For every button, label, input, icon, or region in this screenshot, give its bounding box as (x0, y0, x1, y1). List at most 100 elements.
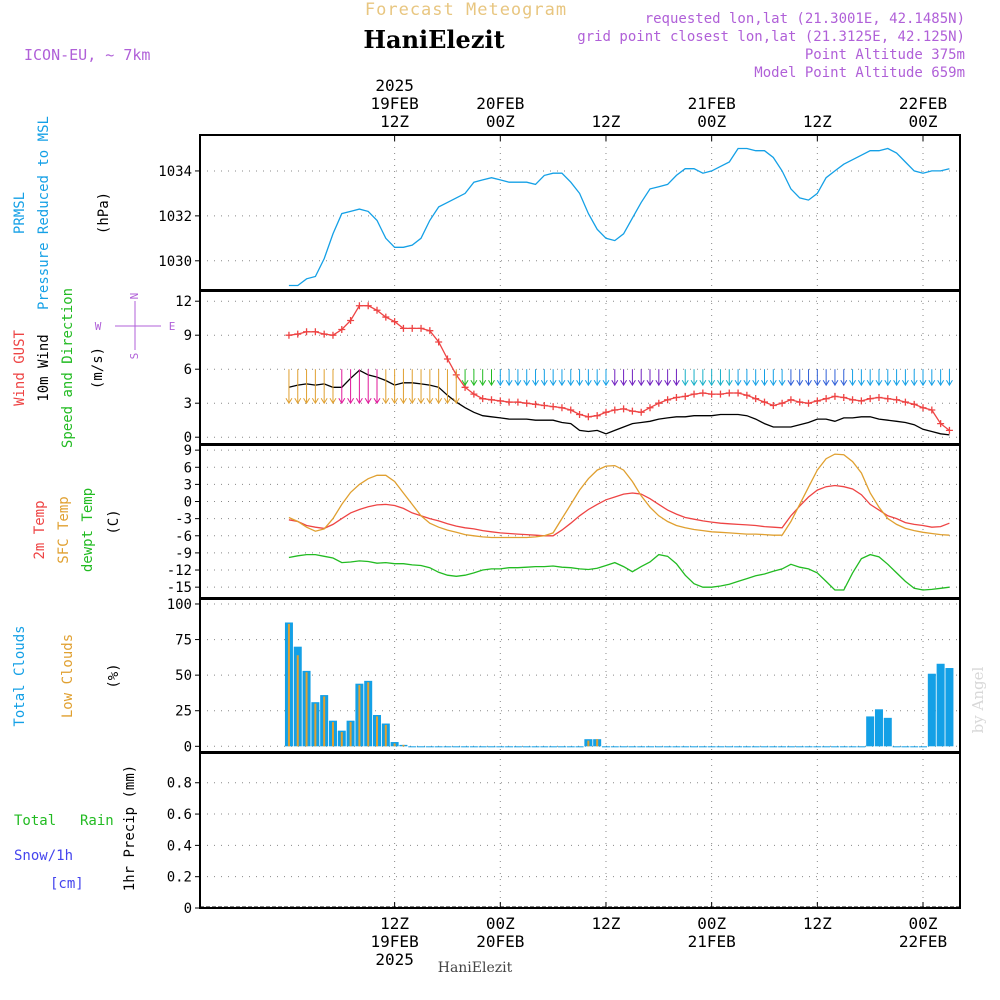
wind-gust-marker (901, 398, 909, 406)
temp-panel-labels: 2m Temp SFC Temp dewpt Temp (C) (32, 488, 122, 572)
low-clouds-bar (287, 623, 290, 747)
total-clouds-bar (945, 668, 954, 747)
wind-arrow-head (928, 379, 936, 387)
prmsl-label: PRMSL (12, 192, 28, 234)
clouds-ytick-label: 75 (175, 633, 192, 649)
bottom-time-label: 2025 (375, 950, 414, 969)
wind-direction-arrow (752, 369, 760, 387)
wind-gust-marker (937, 420, 945, 428)
wind-arrow-head (444, 397, 451, 405)
wind-gust-marker (347, 316, 355, 324)
wind-gust-marker (945, 426, 953, 434)
wind-arrow-head (426, 397, 434, 405)
low-clouds-bar (314, 703, 317, 747)
low-clouds-bar (587, 740, 590, 747)
total-clouds-bar (487, 746, 496, 748)
temp-ytick-label: 9 (184, 443, 192, 459)
total-clouds-bar (778, 746, 787, 748)
wind-direction-arrow (479, 369, 487, 387)
total-clouds-bar (540, 746, 549, 748)
wind-direction-arrow (303, 369, 310, 405)
wind-arrow-head (761, 379, 768, 387)
wind-arrow-head (567, 379, 575, 387)
bottom-time-label: 00Z (486, 914, 515, 933)
wind-gust-marker (778, 399, 786, 407)
wind-arrow-head (769, 379, 777, 387)
wind-panel-labels: Wind GUST 10m Wind Speed and Direction (… (12, 288, 175, 448)
top-time-label: 20FEB (476, 94, 524, 113)
wind-direction-arrow (355, 369, 363, 405)
wind-10m-label: 10m Wind (36, 334, 52, 401)
wind-direction-arrow (787, 369, 795, 387)
total-clouds-bar (874, 709, 883, 747)
pressure-panel: 1030 1032 1034 (158, 134, 961, 291)
wind-gust-marker (567, 406, 575, 414)
wind-gust-marker (849, 396, 857, 404)
wind-gust-marker (910, 400, 918, 408)
total-clouds-bar (804, 746, 813, 748)
wind-gust-marker (329, 331, 337, 339)
bottom-time-label: 12Z (803, 914, 832, 933)
wind-arrow-head (673, 379, 680, 387)
wind-gust-marker (866, 395, 874, 403)
total-clouds-bar (505, 746, 514, 748)
wind-gust-marker (523, 399, 531, 407)
wind-direction-arrow (549, 369, 557, 387)
wind-direction-arrow (637, 369, 645, 387)
bottom-time-label: 19FEB (371, 932, 419, 951)
wind-ytick-label: 3 (184, 396, 192, 412)
total-clouds-bar (601, 746, 610, 748)
low-clouds-bar (340, 732, 343, 747)
wind-gust-marker (602, 408, 610, 416)
wind-direction-arrow (717, 369, 724, 387)
wind-gust-marker (487, 396, 495, 404)
total-clouds-bar (575, 746, 584, 748)
wind-compass-icon: N S W E (95, 293, 176, 360)
low-clouds-bar (331, 722, 334, 747)
pressure-unit-label: (hPa) (96, 192, 112, 234)
wind-arrow-head (311, 397, 319, 405)
wind-gust-marker (426, 327, 434, 335)
bottom-time-label: 12Z (592, 914, 621, 933)
wind-arrow-head (628, 379, 636, 387)
wind-arrow-head (532, 379, 539, 387)
wind-gust-label: Wind GUST (12, 330, 28, 406)
wind-direction-arrow (805, 369, 812, 387)
wind-arrow-head (496, 379, 504, 387)
wind-arrow-head (355, 397, 363, 405)
wind-gust-marker (769, 401, 777, 409)
bottom-time-label: 20FEB (476, 932, 524, 951)
total-clouds-bar (927, 673, 936, 747)
wind-arrow-head (717, 379, 724, 387)
top-time-label: 00Z (486, 112, 515, 131)
wind-direction-arrow (329, 369, 337, 405)
wind-gust-marker (708, 390, 716, 398)
clouds-panel-labels: Total Clouds Low Clouds (%) (12, 625, 122, 726)
bottom-time-label: 00Z (697, 914, 726, 933)
wind-gust-marker (620, 405, 628, 413)
wind-gust-marker (294, 330, 302, 338)
wind-arrow-head (893, 379, 901, 387)
wind-gust-marker (919, 404, 927, 412)
wind-arrow-head (752, 379, 760, 387)
total-clouds-bar (795, 746, 804, 748)
wind-direction-arrow (461, 369, 469, 387)
wind-gust-marker (884, 395, 892, 403)
wind-gust-marker (611, 406, 619, 414)
precip-ytick-label: 0.8 (167, 776, 192, 792)
wind-gust-marker (470, 390, 478, 398)
wind-direction-arrow (708, 369, 716, 387)
wind-gust-marker (760, 398, 768, 406)
wind-direction-arrow (338, 369, 346, 405)
temp-frame (199, 444, 961, 599)
total-clouds-bar (760, 746, 769, 748)
wind-arrow-head (884, 379, 892, 387)
total-clouds-bar (734, 746, 743, 748)
wind-arrow-head (646, 379, 654, 387)
wind-direction-arrow (681, 369, 689, 387)
wind-arrow-head (417, 397, 425, 405)
wind-arrow-head (549, 379, 557, 387)
pressure-ytick-label: 1034 (158, 164, 192, 180)
low-clouds-bar (296, 655, 299, 747)
